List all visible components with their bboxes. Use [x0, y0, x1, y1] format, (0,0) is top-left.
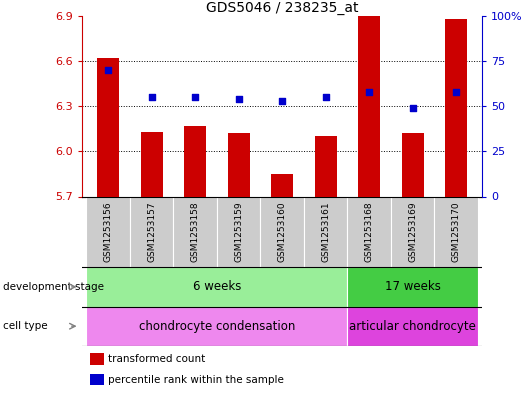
Text: articular chondrocyte: articular chondrocyte: [349, 320, 476, 333]
Point: [147, 94, 156, 100]
Bar: [173, 196, 217, 267]
Bar: [217, 196, 260, 267]
Point: [104, 67, 112, 73]
Text: GSM1253158: GSM1253158: [191, 202, 200, 262]
Bar: [348, 267, 478, 307]
Point: [191, 94, 199, 100]
Bar: [435, 196, 478, 267]
Bar: [304, 196, 348, 267]
Text: 17 weeks: 17 weeks: [385, 280, 440, 294]
Text: development stage: development stage: [3, 282, 104, 292]
Text: GSM1253169: GSM1253169: [408, 202, 417, 262]
Text: GSM1253170: GSM1253170: [452, 202, 461, 262]
Bar: [260, 196, 304, 267]
Text: GSM1253156: GSM1253156: [104, 202, 113, 262]
Bar: [90, 374, 104, 386]
Text: GSM1253157: GSM1253157: [147, 202, 156, 262]
Point: [322, 94, 330, 100]
Point: [452, 88, 461, 95]
Text: cell type: cell type: [3, 321, 47, 331]
Bar: [184, 126, 206, 196]
Bar: [348, 196, 391, 267]
Text: transformed count: transformed count: [108, 354, 206, 364]
Point: [278, 97, 287, 104]
Bar: [98, 58, 119, 196]
Bar: [86, 267, 348, 307]
Bar: [228, 133, 250, 196]
Bar: [90, 353, 104, 365]
Bar: [86, 307, 348, 346]
Bar: [348, 307, 478, 346]
Point: [409, 105, 417, 111]
Point: [365, 88, 374, 95]
Text: percentile rank within the sample: percentile rank within the sample: [108, 375, 284, 385]
Text: GSM1253159: GSM1253159: [234, 202, 243, 262]
Bar: [315, 136, 337, 196]
Bar: [141, 132, 163, 196]
Bar: [86, 196, 130, 267]
Bar: [271, 174, 293, 196]
Bar: [391, 196, 435, 267]
Point: [234, 96, 243, 102]
Text: GSM1253168: GSM1253168: [365, 202, 374, 262]
Text: GSM1253160: GSM1253160: [278, 202, 287, 262]
Bar: [445, 19, 467, 196]
Bar: [402, 133, 423, 196]
Text: chondrocyte condensation: chondrocyte condensation: [139, 320, 295, 333]
Text: 6 weeks: 6 weeks: [193, 280, 241, 294]
Bar: [358, 16, 380, 196]
Title: GDS5046 / 238235_at: GDS5046 / 238235_at: [206, 1, 358, 15]
Bar: [130, 196, 173, 267]
Text: GSM1253161: GSM1253161: [321, 202, 330, 262]
